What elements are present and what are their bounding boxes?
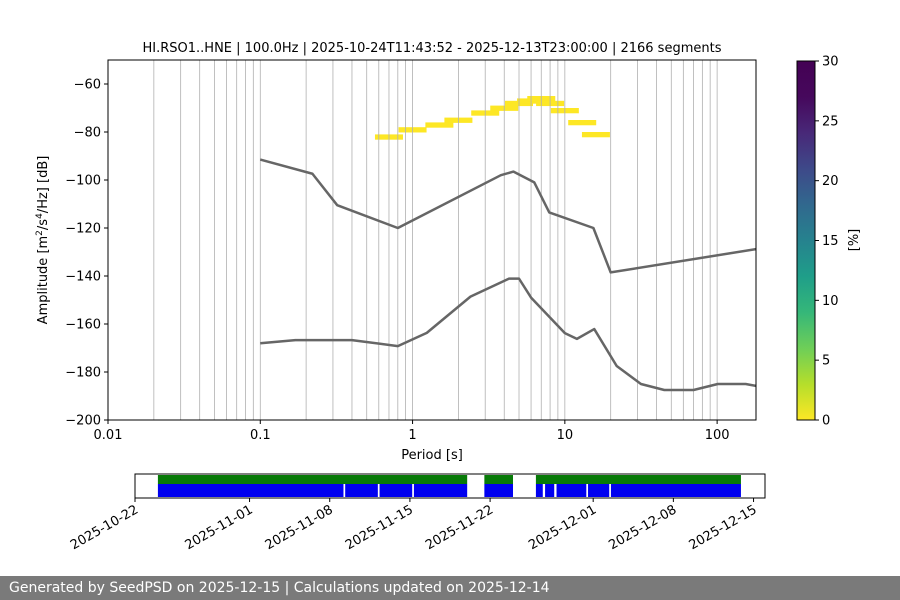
timeline-date-ticks: 2025-10-22 2025-11-01 2025-11-08 2025-11-15…: [68, 498, 760, 553]
chart-title: HI.RSO1..HNE | 100.0Hz | 2025-10-24T11:4…: [143, 41, 722, 56]
x-tick-label: 10: [557, 428, 574, 443]
y-tick-label: −100: [65, 174, 101, 189]
y-tick-label: −180: [65, 366, 101, 381]
psd-segment-bar: [345, 484, 378, 497]
psd-segment-bar: [484, 484, 513, 497]
footer-bar: Generated by SeedPSD on 2025-12-15 | Cal…: [0, 576, 900, 600]
colorbar-tick-label: 0: [822, 414, 830, 429]
density-outlier-cell: [568, 120, 597, 126]
y-label-part: Amplitude [m: [36, 236, 51, 325]
psd-segment-bar: [157, 484, 344, 497]
psd-segment-bar: [588, 484, 610, 497]
nhnm-line: [259, 158, 756, 274]
colorbar-tick-label: 30: [822, 55, 839, 70]
y-tick-label: −160: [65, 318, 101, 333]
y-axis-label: Amplitude [m2/s4/Hz] [dB]: [35, 156, 51, 325]
density-outlier-cell: [581, 132, 610, 138]
x-axis-ticks: 0.01 0.1 1 10 100: [94, 420, 730, 443]
timeline-tick-label: 2025-10-22: [68, 502, 141, 553]
y-label-superscript: 2: [35, 230, 45, 236]
colorbar-label: [%]: [847, 229, 862, 252]
x-tick-label: 0.1: [250, 428, 271, 443]
x-tick-label: 100: [705, 428, 730, 443]
colorbar: 0 5 10 15 20 25 30 [%]: [796, 55, 862, 429]
colorbar-tick-label: 5: [822, 354, 830, 369]
y-label-part: /Hz] [dB]: [36, 156, 51, 214]
plot-frame: [107, 59, 757, 421]
period-gridlines: [108, 60, 718, 420]
timeline-tick-label: 2025-12-01: [526, 502, 599, 553]
data-available-bar: [157, 475, 468, 484]
timeline-tick-label: 2025-12-15: [687, 502, 760, 553]
psd-segment-bar: [556, 484, 587, 497]
nlnm-line: [260, 277, 756, 392]
density-outlier-cell: [425, 122, 454, 128]
colorbar-tick-label: 10: [822, 294, 839, 309]
y-tick-label: −140: [65, 270, 101, 285]
timeline-tick-label: 2025-11-22: [423, 502, 496, 553]
colorbar-tick-label: 15: [822, 234, 839, 249]
psd-segment-bar: [535, 484, 543, 497]
psd-segment-bar: [413, 484, 468, 497]
x-axis-label: Period [s]: [401, 448, 463, 463]
x-tick-label: 0.01: [94, 428, 123, 443]
y-axis-ticks: −60 −80 −100 −120 −140 −160 −180 −200: [65, 78, 108, 429]
psd-segment-bar: [545, 484, 555, 497]
data-available-bar: [535, 475, 741, 484]
timeline-tick-label: 2025-11-01: [183, 502, 256, 553]
noise-model-lines: [259, 158, 756, 392]
psd-segment-bar: [610, 484, 741, 497]
colorbar-gradient: [796, 60, 816, 421]
colorbar-tick-label: 25: [822, 114, 839, 129]
plot-background: [108, 60, 756, 420]
timeline-tick-label: 2025-12-08: [606, 502, 679, 553]
colorbar-ticks: 0 5 10 15 20 25 30: [815, 55, 839, 429]
colorbar-tick-label: 20: [822, 174, 839, 189]
x-tick-label: 1: [408, 428, 416, 443]
psd-figure: HI.RSO1..HNE | 100.0Hz | 2025-10-24T11:4…: [35, 41, 862, 553]
y-tick-label: −60: [74, 78, 101, 93]
psd-segment-bar: [379, 484, 413, 497]
y-tick-label: −120: [65, 222, 101, 237]
availability-timeline: 2025-10-22 2025-11-01 2025-11-08 2025-11-15…: [68, 473, 766, 553]
y-tick-label: −80: [74, 126, 101, 141]
timeline-tick-label: 2025-11-15: [343, 502, 416, 553]
timeline-tick-label: 2025-11-08: [263, 502, 336, 553]
y-tick-label: −200: [65, 414, 101, 429]
data-available-bar: [484, 475, 513, 484]
timeline-bars: [157, 475, 741, 497]
psd-plot: 0.01 0.1 1 10 100 −60 −80 −100 −120 −140 −160 −180…: [35, 59, 757, 463]
y-label-superscript: 4: [35, 213, 45, 219]
footer-text: Generated by SeedPSD on 2025-12-15 | Cal…: [9, 580, 550, 596]
timeline-frame: [134, 473, 766, 499]
y-label-part: /s: [36, 219, 51, 230]
